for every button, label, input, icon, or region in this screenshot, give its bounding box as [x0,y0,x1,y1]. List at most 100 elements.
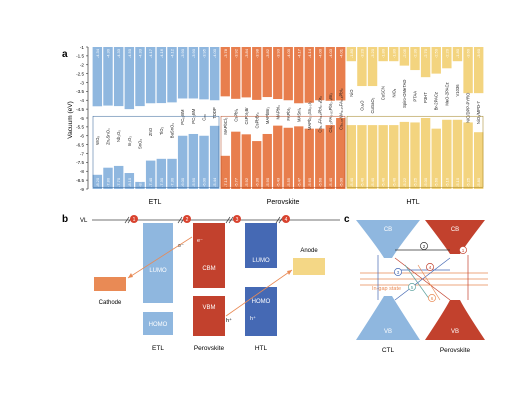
perovskite-cb-block [193,223,225,288]
y-tick-label: -7 [80,151,85,156]
value-label-bottom: -6.30 [254,177,259,187]
bar-lower-perovskite [231,131,241,189]
bar-lower-htl [473,132,484,189]
material-label: NiO [349,89,354,97]
value-label-top: -4.50 [127,48,132,58]
material-label: CsPbBr₃ [254,112,259,128]
etl-homo-label: HOMO [149,322,168,328]
bar-upper-htl [378,47,388,62]
value-label-top: -4.33 [116,48,121,58]
bar-lower-perovskite [283,127,293,189]
c-marker [428,294,436,302]
material-label: Br-2PACz [434,92,439,110]
material-label: NiOₓ [391,88,396,97]
bar-lower-htl [357,125,367,189]
y-tick-label: -1 [80,45,85,50]
value-label-bottom: -8.20 [95,177,100,187]
bar-upper-perovskite [294,47,304,104]
value-label-bottom: -5.43 [275,177,280,187]
c-marker [426,263,434,271]
bar-upper-perovskite [304,47,314,103]
cbm-label: CBM [202,266,215,272]
value-label-bottom: -6.00 [202,177,207,187]
value-label-bottom: -7.80 [106,177,111,187]
value-label-top: -3.92 [233,48,238,58]
value-label-bottom: -5.10 [455,177,460,187]
y-tick-label: -7.5 [76,160,84,165]
value-label-top: -3.20 [359,48,364,58]
ctl-vb-cone [356,296,420,340]
group-box-etl [92,115,220,188]
value-label-top: -4.14 [307,48,312,58]
ctl-cb-cone [356,220,420,258]
material-label: WOₓ [95,136,100,145]
y-axis-label: Vacuum (eV) [67,101,74,138]
y-tick-label: -8.5 [76,178,84,183]
bar-lower-perovskite [241,134,251,189]
value-label-bottom: -5.60 [434,177,439,187]
bar-lower-htl [442,119,452,189]
material-label: ZnO [148,127,153,136]
value-label-top: -4.00 [317,48,322,58]
ctl-vb-label: VB [384,329,392,335]
c-marker-number: 6 [431,296,434,301]
value-label-bottom: -5.80 [476,177,481,187]
material-label: Cs₀.₁FA₀.₉PbI₃₋ₓBrₓ [317,96,322,133]
b-arrows [127,236,293,317]
value-label-bottom: -5.10 [444,177,449,187]
bar-upper-perovskite [325,47,335,101]
value-label-top: -2.05 [402,48,407,58]
c-marker [459,246,467,254]
b-marker-number: 1 [133,217,136,223]
bar-lower-perovskite [336,118,346,189]
material-label: CsPbI₂Br [244,107,249,125]
value-label-bottom: -7.30 [159,177,164,187]
value-label-top: -3.78 [223,48,228,58]
anode-block [293,258,325,275]
value-label-top: -2.30 [413,48,418,58]
in-gap-lines [360,272,488,286]
value-label-top: -1.80 [391,48,396,58]
etl-block-homo [143,312,173,335]
group-box-htl [346,115,484,188]
bar-lower-etl [188,133,199,189]
bar-lower-etl [124,173,135,189]
y-tick-label: -2 [80,63,85,68]
material-label: MAPbI₃ [275,105,280,120]
vl-label: VL [80,218,88,224]
hole-symbol-1: h⁺ [226,317,232,324]
y-tick-label: -9 [80,187,85,192]
material-label: BaSnO₃ [170,123,175,139]
value-label-bottom: -5.60 [307,177,312,187]
bar-upper-etl [199,47,209,100]
material-label: MAPbCl₃ [223,117,228,134]
bar-upper-etl [167,47,177,103]
value-label-bottom: -5.40 [381,177,386,187]
bar-lower-htl [452,119,463,189]
material-label: PC₆₁BM [180,109,185,125]
material-label: TiO₂ [159,126,164,135]
y-ticks: -1 -1.5 -2 -2.5 -3 -3.5 -4 -4.5 -5 -5.5 -6 -6.5 -7 -7… [76,45,88,192]
bar-lower-etl [135,181,145,189]
value-label-bottom: -5.55 [286,177,291,187]
htl-lumo-label: LUMO [252,258,270,264]
value-label-bottom: -5.92 [244,177,249,187]
value-label-top: -3.60 [466,48,471,58]
bar-lower-perovskite [220,155,230,189]
value-label-top: -4.12 [170,48,175,58]
value-label-bottom: -5.44 [212,177,217,187]
bar-lower-htl [431,128,441,189]
c-markers: 1 2 3 4 5 6 [394,242,467,302]
bar-lower-perovskite [304,128,314,189]
bar-upper-etl [156,47,167,104]
value-label-top: -3.60 [476,48,481,58]
b-marker [183,215,191,223]
bars: -4.34 -8.20 WOₓ -4.30 -7.80 Zn₂SnO₄ -4.33 -7.70… [92,47,484,189]
value-label-top: -4.01 [338,48,343,58]
c-marker [408,283,416,291]
value-label-top: -1.80 [381,48,386,58]
bar-lower-etl [177,135,188,189]
value-label-bottom: -7.30 [170,177,175,187]
material-label: NiO/DPP-PYRO [466,92,471,123]
value-label-top: -4.33 [138,48,143,58]
